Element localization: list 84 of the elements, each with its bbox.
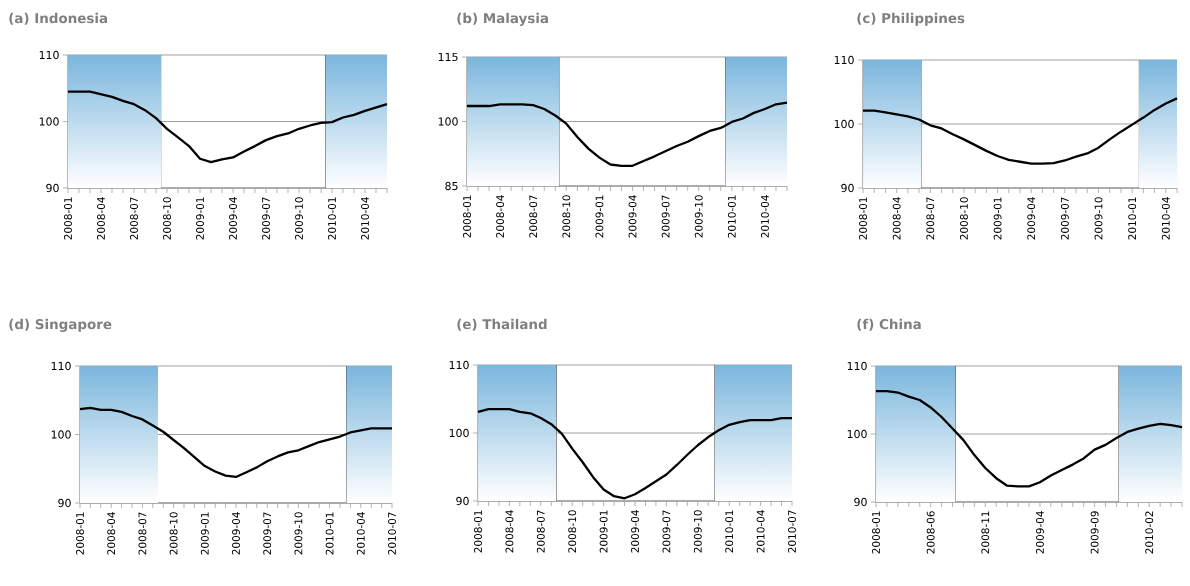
x-tick-label: 2008-07 (926, 197, 935, 240)
x-tick-label: 2008-04 (505, 510, 514, 553)
x-tick-label: 2009-01 (595, 195, 604, 238)
y-tick-label: 110 (847, 361, 867, 371)
x-tick-label: 2009-07 (263, 512, 272, 555)
x-tick-label: 2008-04 (107, 512, 116, 555)
x-tick-label: 2009-01 (196, 197, 204, 240)
y-tick-label: 100 (438, 117, 458, 126)
x-tick-label: 2009-10 (694, 195, 703, 238)
x-tick-label: 2010-01 (325, 512, 334, 555)
x-tick-label: 2008-07 (138, 512, 147, 555)
chart-title: (b) Malaysia (457, 12, 548, 26)
x-tick-label: 2010-01 (725, 510, 734, 553)
x-tick-label: 2008-10 (568, 510, 577, 553)
y-tick-label: 90 (854, 497, 867, 507)
x-tick-label: 2009-01 (200, 512, 209, 555)
x-tick-label: 2010-01 (1128, 197, 1137, 240)
chart-title: (c) Philippines (857, 12, 965, 26)
y-tick-label: 110 (39, 50, 59, 60)
x-tick-label: 2008-01 (872, 511, 880, 554)
x-tick-label: 2009-07 (662, 510, 671, 553)
y-tick-label: 110 (449, 360, 469, 370)
x-tick-label: 2008-01 (76, 512, 84, 555)
y-tick-label: 110 (51, 361, 71, 371)
x-tick-label: 2010-04 (756, 510, 765, 553)
x-tick-label: 2009-10 (294, 512, 303, 555)
x-tick-label: 2008-04 (496, 195, 505, 238)
x-tick-label: 2008-10 (169, 512, 178, 555)
x-tick-label: 2009-04 (628, 195, 637, 238)
x-tick-label: 2010-04 (1161, 197, 1170, 240)
x-tick-label: 2010-01 (328, 197, 336, 240)
chart-title: (f) China (857, 318, 921, 331)
x-tick-label: 2010-07 (388, 512, 396, 555)
x-tick-label: 2008-10 (163, 197, 171, 240)
x-tick-label: 2010-01 (727, 195, 736, 238)
x-tick-label: 2008-01 (463, 195, 471, 238)
y-tick-label: 115 (438, 52, 458, 62)
x-tick-label: 2009-07 (661, 195, 670, 238)
x-tick-label: 2009-07 (262, 197, 270, 240)
chart-title: (e) Thailand (457, 318, 547, 331)
x-tick-label: 2009-04 (631, 510, 639, 553)
x-tick-label: 2009-10 (693, 510, 702, 553)
x-tick-label: 2010-04 (356, 512, 365, 555)
y-tick-label: 90 (46, 183, 59, 193)
x-tick-label: 2009-10 (1094, 197, 1103, 240)
x-tick-label: 2008-01 (859, 197, 867, 240)
line-series (874, 390, 1184, 488)
line-series (861, 97, 1179, 165)
y-tick-label: 90 (841, 183, 854, 193)
x-tick-label: 2008-06 (926, 511, 935, 554)
x-tick-label: 2008-01 (474, 510, 482, 553)
x-tick-label: 2009-04 (229, 197, 237, 240)
x-tick-label: 2008-10 (959, 197, 968, 240)
x-tick-label: 2009-04 (232, 512, 240, 555)
x-tick-label: 2010-07 (788, 510, 796, 553)
y-tick-label: 100 (847, 429, 867, 439)
x-tick-label: 2008-11 (981, 511, 990, 554)
x-tick-label: 2008-10 (562, 195, 571, 238)
y-tick-label: 100 (51, 430, 71, 439)
x-tick-label: 2008-07 (536, 510, 545, 553)
chart-title: (a) Indonesia (9, 12, 108, 25)
x-tick-label: 2009-09 (1090, 511, 1099, 554)
x-tick-label: 2008-01 (64, 197, 72, 240)
x-tick-label: 2008-04 (97, 197, 105, 240)
x-tick-label: 2008-04 (892, 197, 901, 240)
y-tick-label: 90 (456, 496, 469, 506)
y-tick-label: 85 (445, 181, 458, 191)
y-tick-label: 100 (834, 119, 854, 129)
x-tick-label: 2009-01 (599, 510, 608, 553)
y-tick-label: 100 (39, 117, 59, 126)
x-tick-label: 2009-04 (1035, 511, 1044, 554)
y-tick-label: 110 (834, 55, 854, 65)
y-tick-label: 100 (449, 428, 469, 438)
x-tick-label: 2009-10 (295, 197, 303, 240)
y-tick-label: 90 (58, 498, 71, 508)
x-tick-label: 2009-07 (1060, 197, 1069, 240)
x-tick-label: 2009-04 (1027, 197, 1036, 240)
x-tick-label: 2009-01 (993, 197, 1002, 240)
x-tick-label: 2010-02 (1145, 511, 1154, 554)
x-tick-label: 2008-07 (529, 195, 538, 238)
chart-title: (d) Singapore (9, 318, 112, 332)
x-tick-label: 2010-04 (361, 197, 369, 240)
x-tick-label: 2010-04 (760, 195, 769, 238)
x-tick-label: 2008-07 (130, 197, 138, 240)
